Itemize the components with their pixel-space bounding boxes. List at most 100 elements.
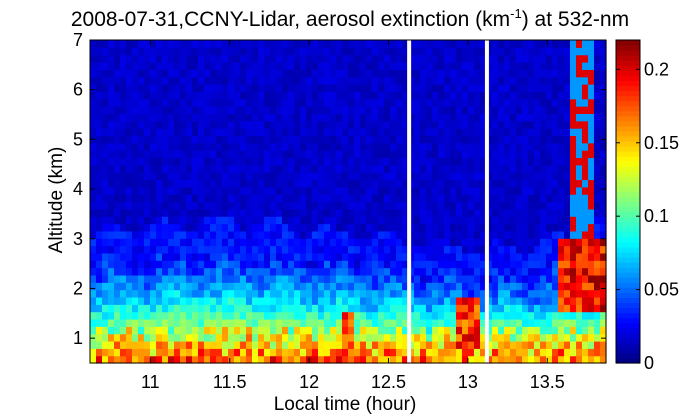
heatmap-cell <box>96 106 103 115</box>
heatmap-cell <box>504 355 511 364</box>
heatmap-cell <box>120 69 127 78</box>
heatmap-cell <box>204 348 211 357</box>
heatmap-cell <box>504 326 511 335</box>
heatmap-cell <box>312 62 319 70</box>
heatmap-cell <box>204 326 211 335</box>
heatmap-cell <box>126 355 133 364</box>
heatmap-cell <box>486 333 493 342</box>
heatmap-cell <box>588 245 595 254</box>
heatmap-cell <box>360 62 367 70</box>
heatmap-cell <box>528 252 535 261</box>
heatmap-cell <box>210 98 217 107</box>
heatmap-cell <box>342 40 349 48</box>
heatmap-cell <box>192 98 199 107</box>
heatmap-cell <box>576 113 583 122</box>
heatmap-cell <box>366 157 373 166</box>
heatmap-cell <box>522 355 529 364</box>
heatmap-cell <box>174 304 181 313</box>
heatmap-cell <box>138 282 145 291</box>
heatmap-cell <box>324 84 331 92</box>
heatmap-cell <box>276 164 283 173</box>
heatmap-cell <box>114 113 121 122</box>
heatmap-cell <box>300 113 307 122</box>
heatmap-cell <box>576 186 583 195</box>
heatmap-cell <box>492 76 499 85</box>
heatmap-cell <box>378 106 385 115</box>
heatmap-cell <box>270 113 277 122</box>
heatmap-cell <box>348 76 355 85</box>
heatmap-cell <box>90 120 97 129</box>
heatmap-cell <box>252 216 259 225</box>
heatmap-cell <box>198 76 205 85</box>
heatmap-cell <box>126 311 133 320</box>
heatmap-cell <box>540 274 547 283</box>
heatmap-cell <box>150 62 157 70</box>
heatmap-cell <box>432 208 439 217</box>
heatmap-cell <box>180 135 187 144</box>
heatmap-cell <box>120 113 127 122</box>
heatmap-cell <box>528 106 535 115</box>
heatmap-cell <box>198 230 205 239</box>
heatmap-cell <box>432 164 439 173</box>
heatmap-cell <box>432 289 439 298</box>
heatmap-cell <box>336 113 343 122</box>
heatmap-cell <box>378 245 385 254</box>
heatmap-cell <box>300 340 307 349</box>
heatmap-cell <box>120 40 127 48</box>
heatmap-cell <box>114 348 121 357</box>
heatmap-cell <box>594 157 601 166</box>
heatmap-cell <box>552 54 559 63</box>
heatmap-cell <box>396 208 403 217</box>
heatmap-cell <box>426 150 433 159</box>
colorbar-segment <box>616 95 640 102</box>
heatmap-cell <box>450 260 457 269</box>
heatmap-cell <box>198 223 205 232</box>
heatmap-cell <box>552 84 559 92</box>
heatmap-cell <box>600 69 607 78</box>
colorbar-tick-label: 0 <box>644 353 654 373</box>
heatmap-cell <box>570 135 577 144</box>
heatmap-cell <box>228 172 235 181</box>
heatmap-cell <box>132 40 139 48</box>
heatmap-cell <box>150 208 157 217</box>
heatmap-cell <box>228 348 235 357</box>
heatmap-cell <box>102 282 109 291</box>
heatmap-cell <box>450 355 457 364</box>
heatmap-cell <box>498 98 505 107</box>
heatmap-cell <box>498 208 505 217</box>
heatmap-cell <box>366 194 373 203</box>
heatmap-cell <box>492 69 499 78</box>
heatmap-cell <box>444 113 451 122</box>
heatmap-cell <box>270 348 277 357</box>
heatmap-cell <box>252 164 259 173</box>
x-axis-label: Local time (hour) <box>273 394 417 415</box>
heatmap-cell <box>90 47 97 56</box>
heatmap-cell <box>432 106 439 115</box>
heatmap-cell <box>96 201 103 210</box>
heatmap-cell <box>450 208 457 217</box>
heatmap-cell <box>504 252 511 261</box>
heatmap-cell <box>600 62 607 70</box>
heatmap-cell <box>414 179 421 188</box>
heatmap-cell <box>120 318 127 327</box>
heatmap-cell <box>468 326 475 335</box>
heatmap-cell <box>540 40 547 48</box>
heatmap-cell <box>576 267 583 276</box>
heatmap-cell <box>504 120 511 129</box>
heatmap-cell <box>234 289 241 298</box>
heatmap-cell <box>588 318 595 327</box>
heatmap-cell <box>270 201 277 210</box>
heatmap-cell <box>192 304 199 313</box>
heatmap-cell <box>552 135 559 144</box>
heatmap-cell <box>132 216 139 225</box>
heatmap-cell <box>420 208 427 217</box>
heatmap-cell <box>408 252 415 261</box>
heatmap-cell <box>366 84 373 92</box>
heatmap-cell <box>426 84 433 92</box>
heatmap-cell <box>594 340 601 349</box>
heatmap-cell <box>294 311 301 320</box>
heatmap-cell <box>210 252 217 261</box>
heatmap-cell <box>114 304 121 313</box>
heatmap-cell <box>168 267 175 276</box>
heatmap-cell <box>558 340 565 349</box>
